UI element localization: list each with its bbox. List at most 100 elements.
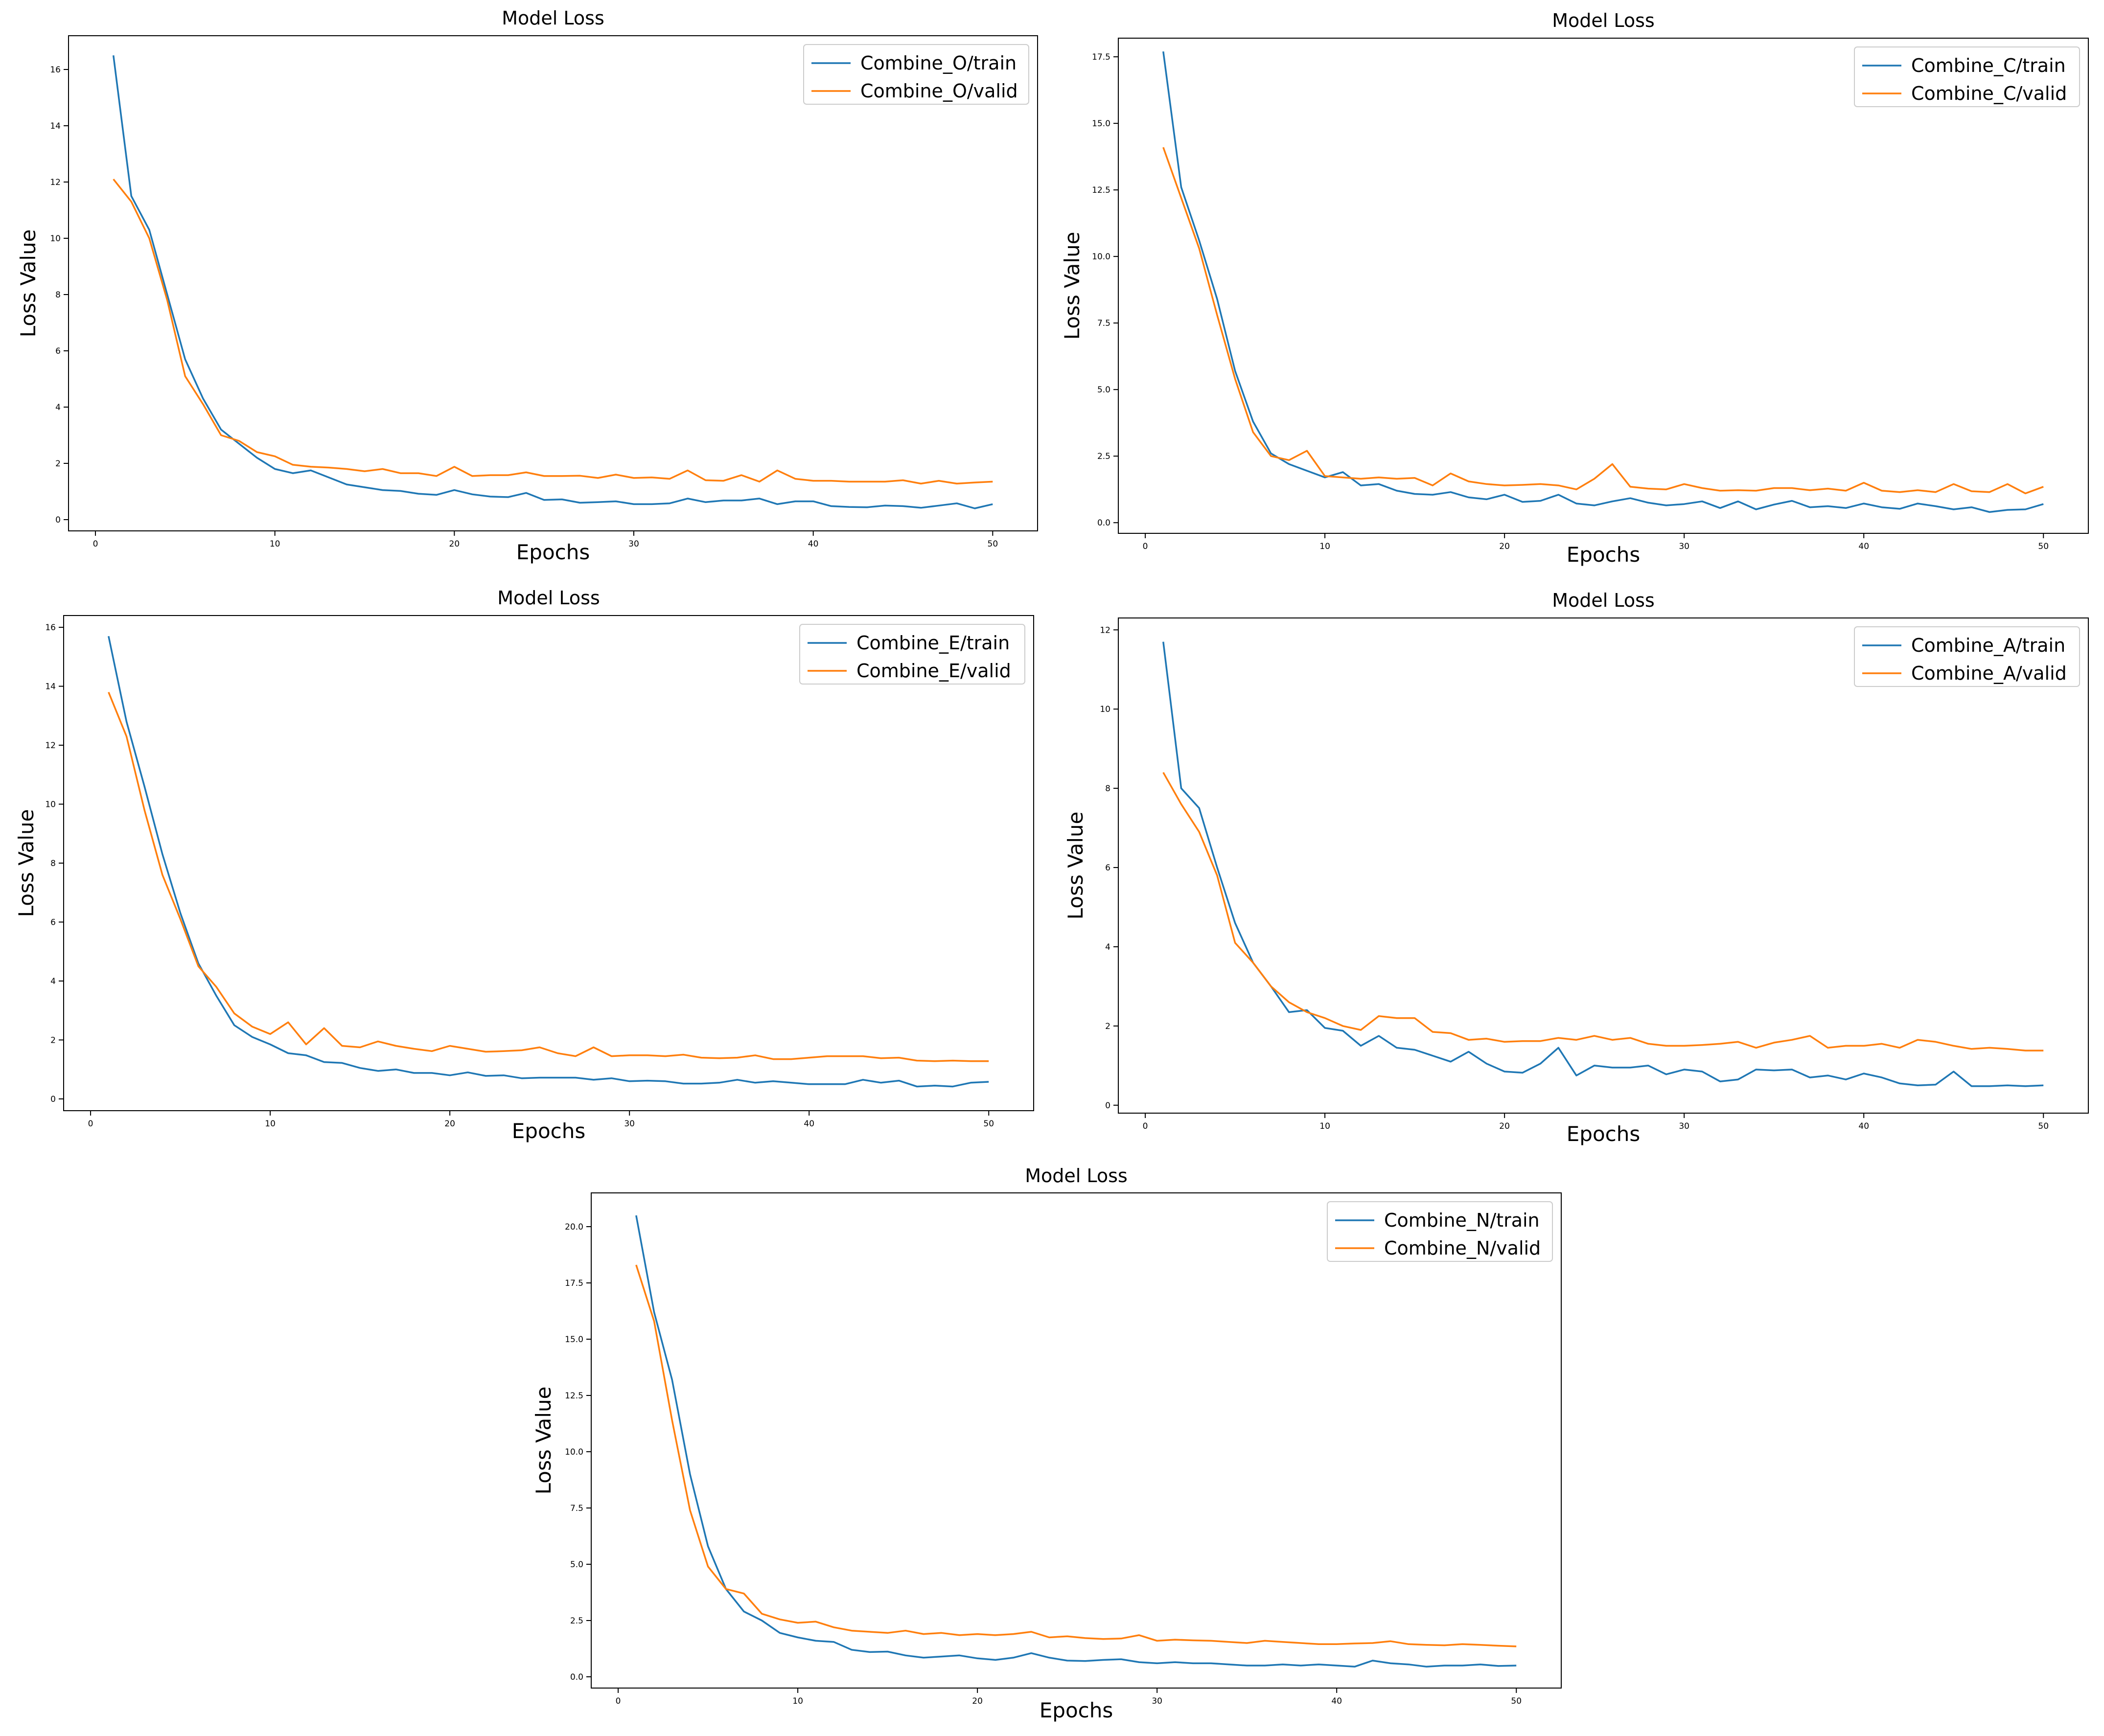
legend-label: Combine_E/train [856,632,1010,654]
legend-label: Combine_C/valid [1911,83,2067,104]
x-tick-label: 50 [2038,1121,2049,1131]
legend-label: Combine_A/valid [1911,662,2067,684]
legend-box [803,44,1029,105]
y-tick-label: 12 [50,178,61,187]
x-tick-label: 20 [444,1119,455,1129]
x-axis-label: Epochs [512,1119,586,1143]
series-line [635,1264,1517,1647]
x-tick-label: 30 [624,1119,635,1129]
y-tick-label: 2 [55,459,61,469]
series-line [1162,147,2044,495]
y-axis-label: Loss Value [532,1387,555,1495]
legend: Combine_E/train Combine_E/valid [799,624,1025,685]
x-tick-label: 50 [983,1119,994,1129]
x-tick-label: 50 [988,539,998,549]
x-tick-label: 20 [1499,542,1510,551]
legend: Combine_N/train Combine_N/valid [1327,1201,1553,1262]
legend: Combine_C/train Combine_C/valid [1854,46,2080,107]
y-tick-label: 12 [1100,625,1110,635]
y-tick-label: 20.0 [565,1222,583,1232]
y-tick-label: 8 [1105,784,1110,794]
plot-frame [68,35,1038,531]
x-axis-label: Epochs [1040,1698,1113,1722]
series-line [108,691,989,1062]
series-line [635,1215,1517,1668]
y-tick-label: 6 [55,346,61,356]
x-tick-label: 40 [1331,1696,1342,1706]
y-tick-label: 2 [1105,1022,1110,1031]
x-tick-label: 0 [616,1696,621,1706]
y-tick-label: 10.0 [1092,252,1110,262]
y-tick-label: 0.0 [570,1672,583,1682]
y-tick-label: 5.0 [1097,385,1110,395]
x-tick-label: 0 [88,1119,93,1129]
legend: Combine_A/train Combine_A/valid [1854,626,2080,687]
chart-panel: Model Loss 0 10 20 30 40 50 0.0 2.5 5.0 7.5 10.0 12.… [1060,10,2089,567]
series-line [112,55,993,509]
legend-label: Combine_O/valid [860,80,1018,102]
y-tick-label: 12 [45,741,56,751]
legend-label: Combine_N/train [1384,1210,1540,1231]
y-tick-label: 6 [50,917,56,927]
x-tick-label: 40 [1858,1121,1869,1131]
y-tick-label: 10 [1100,705,1110,714]
legend: Combine_O/train Combine_O/valid [803,44,1029,105]
y-tick-label: 14 [50,121,61,131]
legend-box [1854,626,2080,687]
y-tick-label: 4 [1105,942,1110,952]
x-tick-label: 0 [1143,1121,1148,1131]
x-tick-label: 40 [804,1119,814,1129]
y-tick-label: 12.5 [565,1391,583,1401]
plot-frame [591,1192,1562,1689]
y-tick-label: 12.5 [1092,185,1110,195]
series-line [113,179,993,485]
y-tick-label: 15.0 [565,1335,583,1345]
x-axis-label: Epochs [1567,1122,1641,1146]
plot-frame [1118,617,2089,1114]
chart-panel: Model Loss 0 10 20 30 40 50 0 2 4 6 8 10 12 Epochs Loss… [1064,590,2089,1146]
y-tick-label: 17.5 [565,1279,583,1288]
y-tick-label: 2 [50,1035,56,1045]
chart-title: Model Loss [1025,1165,1128,1187]
x-tick-label: 40 [1858,542,1869,551]
x-tick-label: 30 [1679,542,1689,551]
chart-title: Model Loss [497,587,600,609]
y-tick-label: 0 [55,515,61,525]
series-line [1162,772,2044,1051]
y-tick-label: 0.0 [1097,518,1110,528]
chart-panel: Model Loss 0 10 20 30 40 50 0 2 4 6 8 10 12 14 16 Epochs… [14,587,1034,1143]
y-tick-label: 16 [50,65,61,75]
y-tick-label: 7.5 [570,1504,583,1513]
y-tick-label: 0 [50,1095,56,1104]
chart-title: Model Loss [502,7,604,29]
x-tick-label: 40 [808,539,819,549]
y-tick-label: 5.0 [570,1560,583,1570]
y-tick-label: 2.5 [570,1616,583,1626]
series-line [108,636,989,1088]
legend-label: Combine_O/train [860,52,1017,74]
chart-title: Model Loss [1552,10,1655,31]
x-tick-label: 20 [972,1696,983,1706]
legend-label: Combine_E/valid [856,660,1011,682]
x-tick-label: 20 [449,539,460,549]
x-axis-label: Epochs [516,540,590,564]
x-tick-label: 10 [1319,1121,1330,1131]
y-tick-label: 8 [50,859,56,868]
y-tick-label: 0 [1105,1101,1110,1111]
x-tick-label: 10 [270,539,280,549]
legend-label: Combine_C/train [1911,55,2066,76]
x-tick-label: 30 [628,539,639,549]
series-line [1162,51,2044,513]
x-tick-label: 0 [1143,542,1148,551]
legend-box [1327,1201,1553,1262]
y-axis-label: Loss Value [1060,232,1084,340]
y-tick-label: 10 [50,234,61,244]
x-tick-label: 50 [2038,542,2049,551]
x-tick-label: 10 [1319,542,1330,551]
legend-box [1854,46,2080,107]
y-tick-label: 14 [45,682,56,692]
legend-label: Combine_A/train [1911,635,2065,656]
x-tick-label: 50 [1511,1696,1522,1706]
x-tick-label: 10 [265,1119,276,1129]
y-tick-label: 7.5 [1097,319,1110,328]
